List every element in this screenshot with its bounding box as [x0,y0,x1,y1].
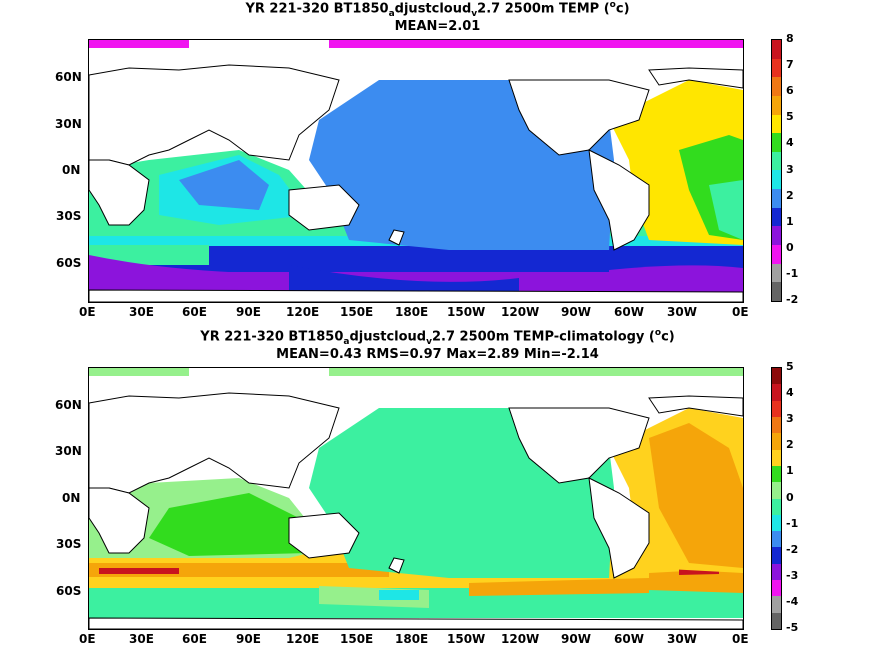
colorbar-swatch [772,547,781,564]
colorbar-tick-label: 0 [786,490,794,504]
colorbar-swatch [772,207,781,227]
panel2-lon-10: 60W [614,632,644,646]
colorbar-tick-label: 2 [786,188,794,202]
colorbar-swatch [772,449,781,466]
colorbar-tick-label: -4 [786,594,799,608]
panel1-lat-0n: 0N [62,163,81,177]
panel2-lon-0: 0E [79,632,96,646]
panel2-lon-2: 60E [182,632,207,646]
colorbar-tick-label: -2 [786,293,799,306]
panel1-lat-60n: 60N [55,70,82,84]
panel1-lon-10: 60W [614,305,644,319]
panel2-field [89,368,743,629]
panel2-lat-30s: 30S [56,537,82,551]
colorbar-swatch [772,433,781,450]
colorbar-tick-label: -1 [786,266,799,280]
panel1-lon-2: 60E [182,305,207,319]
panel1-lon-12: 0E [732,305,749,319]
colorbar-tick-label: 4 [786,136,794,150]
colorbar-tick-label: 3 [786,162,794,176]
colorbar-swatch [772,612,781,629]
panel1-lon-11: 30W [667,305,697,319]
colorbar-tick-label: 1 [786,214,794,228]
colorbar-tick-label: 6 [786,84,794,98]
panel1-lon-7: 150W [447,305,486,319]
panel2-lon-3: 90E [236,632,261,646]
colorbar-swatch [772,596,781,613]
colorbar-tick-label: -5 [786,621,799,634]
colorbar-tick-label: -3 [786,568,799,582]
panel1-lat-30n: 30N [55,117,82,131]
panel2-lon-11: 30W [667,632,697,646]
colorbar-swatch [772,170,781,190]
colorbar-swatch [772,245,781,264]
colorbar-swatch [772,114,781,134]
panel1-lon-6: 180E [395,305,429,319]
panel1-lon-8: 120W [501,305,540,319]
colorbar-swatch [772,151,781,171]
colorbar-tick-label: 8 [786,32,794,45]
panel2-stats: MEAN=0.43 RMS=0.97 Max=2.89 Min=-2.14 [276,347,599,362]
panel2-lon-1: 30E [129,632,154,646]
panel1-lat-30s: 30S [56,209,82,223]
panel2-lon-7: 150W [447,632,486,646]
panel1-lon-9: 90W [561,305,591,319]
colorbar-swatch [772,368,781,385]
panel1-field [89,40,743,302]
colorbar-swatch [772,384,781,401]
colorbar-swatch [772,400,781,417]
panel1-title: YR 221-320 BT1850adjustcloudv2.7 2500m T… [245,0,630,19]
colorbar-swatch [772,58,781,78]
colorbar-swatch [772,498,781,515]
panel1-lon-1: 30E [129,305,154,319]
panel2-lat-0n: 0N [62,491,81,505]
panel1-lon-5: 150E [340,305,374,319]
panel2-lon-5: 150E [340,632,374,646]
colorbar-swatch [772,263,781,283]
panel2-lon-12: 0E [732,632,749,646]
panel1-lon-3: 90E [236,305,261,319]
colorbar-swatch [772,95,781,115]
colorbar-swatch [772,226,781,246]
colorbar-tick-label: 5 [786,360,794,373]
colorbar-swatch [772,77,781,96]
panel2-map [88,367,744,630]
panel2-lon-6: 180E [395,632,429,646]
colorbar-tick-label: 3 [786,412,794,426]
panel2-title: YR 221-320 BT1850adjustcloudv2.7 2500m T… [200,328,675,347]
colorbar-swatch [772,40,781,59]
colorbar-swatch [772,282,781,301]
panel2-colorbar [771,367,782,630]
panel2-lon-9: 90W [561,632,591,646]
colorbar-swatch [772,465,781,483]
panel1-lon-0: 0E [79,305,96,319]
colorbar-swatch [772,482,781,499]
panel1-lat-60s: 60S [56,256,82,270]
colorbar-swatch [772,189,781,208]
colorbar-tick-label: 0 [786,240,794,254]
colorbar-swatch [772,416,781,434]
colorbar-tick-label: 5 [786,110,794,124]
colorbar-swatch [772,133,781,152]
panel2-lat-30n: 30N [55,444,82,458]
panel1-colorbar [771,39,782,302]
colorbar-swatch [772,514,781,532]
colorbar-tick-label: -1 [786,516,799,530]
panel1-lon-4: 120E [286,305,320,319]
panel1-stats: MEAN=2.01 [394,19,481,34]
colorbar-tick-label: -2 [786,542,799,556]
colorbar-tick-label: 4 [786,386,794,400]
colorbar-swatch [772,531,781,548]
colorbar-tick-label: 2 [786,438,794,452]
colorbar-tick-label: 1 [786,464,794,478]
colorbar-swatch [772,580,781,597]
panel2-lon-4: 120E [286,632,320,646]
panel1-map [88,39,744,303]
colorbar-swatch [772,563,781,581]
panel2-lat-60n: 60N [55,398,82,412]
panel2-lat-60s: 60S [56,584,82,598]
colorbar-tick-label: 7 [786,58,794,72]
panel2-lon-8: 120W [501,632,540,646]
